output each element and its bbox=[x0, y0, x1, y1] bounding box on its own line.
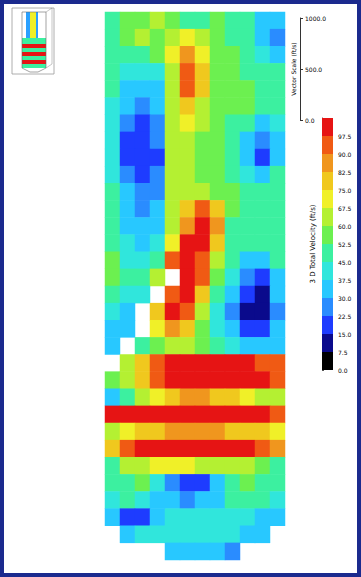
svg-text:60.0: 60.0 bbox=[338, 223, 352, 230]
svg-text:3 D Total Velocity (ft/s): 3 D Total Velocity (ft/s) bbox=[309, 204, 317, 283]
svg-text:1000.0: 1000.0 bbox=[305, 15, 326, 22]
svg-text:30.0: 30.0 bbox=[338, 295, 352, 302]
svg-text:Vector Scale (ft/s): Vector Scale (ft/s) bbox=[290, 42, 297, 95]
svg-text:37.5: 37.5 bbox=[338, 277, 352, 284]
svg-text:15.0: 15.0 bbox=[338, 331, 352, 338]
svg-text:67.5: 67.5 bbox=[338, 205, 352, 212]
svg-text:90.0: 90.0 bbox=[338, 151, 352, 158]
svg-text:7.5: 7.5 bbox=[338, 349, 348, 356]
svg-text:75.0: 75.0 bbox=[338, 187, 352, 194]
svg-text:0.0: 0.0 bbox=[338, 367, 348, 374]
svg-text:45.0: 45.0 bbox=[338, 259, 352, 266]
svg-text:22.5: 22.5 bbox=[338, 313, 352, 320]
svg-text:82.5: 82.5 bbox=[338, 169, 352, 176]
svg-text:52.5: 52.5 bbox=[338, 241, 352, 248]
svg-text:97.5: 97.5 bbox=[338, 133, 352, 140]
svg-text:500.0: 500.0 bbox=[305, 66, 322, 73]
svg-text:0.0: 0.0 bbox=[305, 117, 315, 124]
